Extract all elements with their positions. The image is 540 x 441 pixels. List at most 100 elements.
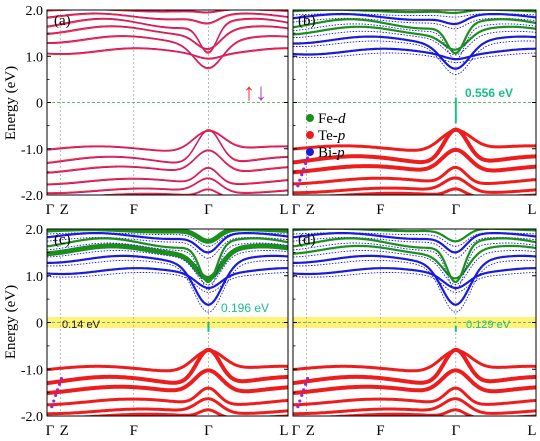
bi-p-band	[293, 12, 536, 26]
te-p-band	[293, 349, 536, 373]
band-line-cond	[47, 47, 288, 59]
band-line-cond	[47, 17, 288, 53]
band-line-val	[47, 129, 288, 163]
band-line-cond	[47, 25, 288, 50]
band-line-val	[47, 167, 288, 186]
band-line-val	[91, 188, 288, 195]
y-tick-label: 1.0	[26, 50, 44, 65]
mixed-state-dot	[302, 167, 306, 171]
fe-d-band	[47, 243, 288, 281]
x-tick-label: L	[527, 202, 536, 218]
legend: Fe-d Te-p Bi-p	[306, 111, 346, 161]
x-tick-label: Z	[60, 202, 69, 218]
bi-p-band-dotted	[293, 242, 536, 291]
band-line-val	[47, 129, 288, 165]
legend-te-marker	[306, 131, 314, 139]
te-p-band	[47, 397, 288, 416]
panel-c: 2.01.00-1.0-2.0Γ Z F Γ L	[21, 223, 289, 439]
bi-p-band-dotted	[47, 242, 288, 291]
x-tick-label: Z	[60, 423, 69, 439]
x-tick-label: F	[376, 423, 384, 439]
panel-b-label: (b)	[298, 13, 316, 29]
y-tick-label: -2.0	[21, 410, 43, 425]
te-p-band	[293, 165, 536, 186]
bi-p-band	[293, 18, 536, 55]
mixed-state-dot	[54, 393, 58, 398]
te-p-band	[47, 347, 288, 386]
te-p-band	[293, 347, 536, 386]
x-tick-label: Γ	[451, 202, 460, 218]
mixed-state-dot	[57, 382, 62, 386]
bi-p-band	[293, 267, 536, 290]
band-line-cond	[47, 13, 288, 25]
te-p-band	[47, 386, 288, 407]
legend-te-label: Te-p	[318, 128, 346, 144]
x-tick-label: Γ	[292, 423, 301, 439]
band-line-val	[47, 178, 288, 195]
te-p-band	[293, 128, 536, 152]
mixed-state-dot	[296, 405, 300, 409]
mixed-state-dot	[300, 173, 304, 177]
bi-p-band	[293, 10, 536, 15]
panel-a-label: (a)	[54, 13, 71, 29]
fe-d-band	[293, 244, 536, 280]
bi-p-band	[47, 229, 288, 244]
band-line-cond	[47, 10, 288, 14]
y-tick-label: -1.0	[21, 143, 43, 158]
y-tick-label: 0	[36, 317, 43, 332]
y-axis-label-top: Energy (eV)	[3, 66, 19, 140]
y-tick-label: 1.0	[26, 270, 44, 285]
band-line-cond	[47, 48, 288, 60]
mixed-state-dot	[304, 382, 308, 386]
band-line-val	[47, 129, 288, 151]
band-line-cond	[47, 35, 288, 69]
te-p-band	[293, 147, 536, 175]
bi-p-band	[47, 267, 288, 290]
panel-c-label: (c)	[54, 232, 71, 248]
gap-label-c: 0.196 eV	[221, 301, 269, 315]
bi-p-band	[293, 254, 536, 306]
y-tick-label: 2.0	[26, 223, 44, 238]
spin-up-arrow: ↑	[243, 80, 255, 106]
legend-fe-marker	[306, 114, 314, 122]
bi-p-band-dotted	[47, 259, 288, 313]
gap-label-d: 0.129 eV	[466, 319, 511, 331]
y-tick-label: 0	[36, 97, 43, 112]
te-p-band	[47, 368, 288, 395]
x-tick-label: Z	[306, 423, 315, 439]
mixed-state-dot	[59, 377, 64, 381]
band-line-cond	[47, 18, 288, 54]
x-tick-label: L	[279, 423, 288, 439]
x-tick-label: Γ	[204, 202, 213, 218]
band-line-cond	[47, 12, 288, 24]
mixed-state-dot	[302, 388, 306, 392]
band-line-cond	[47, 26, 288, 51]
band-line-val	[47, 150, 288, 174]
mixed-state-dot	[298, 399, 302, 403]
band-line-val	[47, 130, 288, 152]
x-tick-label: L	[527, 423, 536, 439]
bi-p-band-dotted	[47, 250, 288, 286]
bi-p-band	[293, 237, 536, 284]
mixed-state-dot	[304, 161, 308, 166]
side-gap-label-c: 0.14 eV	[62, 319, 101, 331]
legend-bi-marker	[306, 148, 314, 156]
te-p-band	[293, 397, 536, 416]
bi-p-band	[293, 229, 536, 243]
x-tick-label: F	[130, 202, 138, 218]
bi-p-band-dotted	[47, 272, 288, 293]
y-axis-label-bottom: Energy (eV)	[3, 285, 19, 359]
bi-p-band	[293, 35, 536, 70]
mixed-state-dot	[50, 405, 54, 409]
panel-a: 2.01.00-1.0-2.0Γ Z F Γ L	[21, 4, 289, 218]
bi-p-band-dotted	[293, 272, 536, 293]
mixed-state-dot	[298, 178, 302, 182]
y-tick-label: -2.0	[21, 189, 43, 204]
bi-p-band	[293, 47, 536, 61]
te-p-band	[293, 127, 536, 165]
spin-down-arrow: ↓	[255, 80, 267, 106]
x-tick-label: Γ	[46, 423, 55, 439]
te-p-band	[47, 349, 288, 373]
